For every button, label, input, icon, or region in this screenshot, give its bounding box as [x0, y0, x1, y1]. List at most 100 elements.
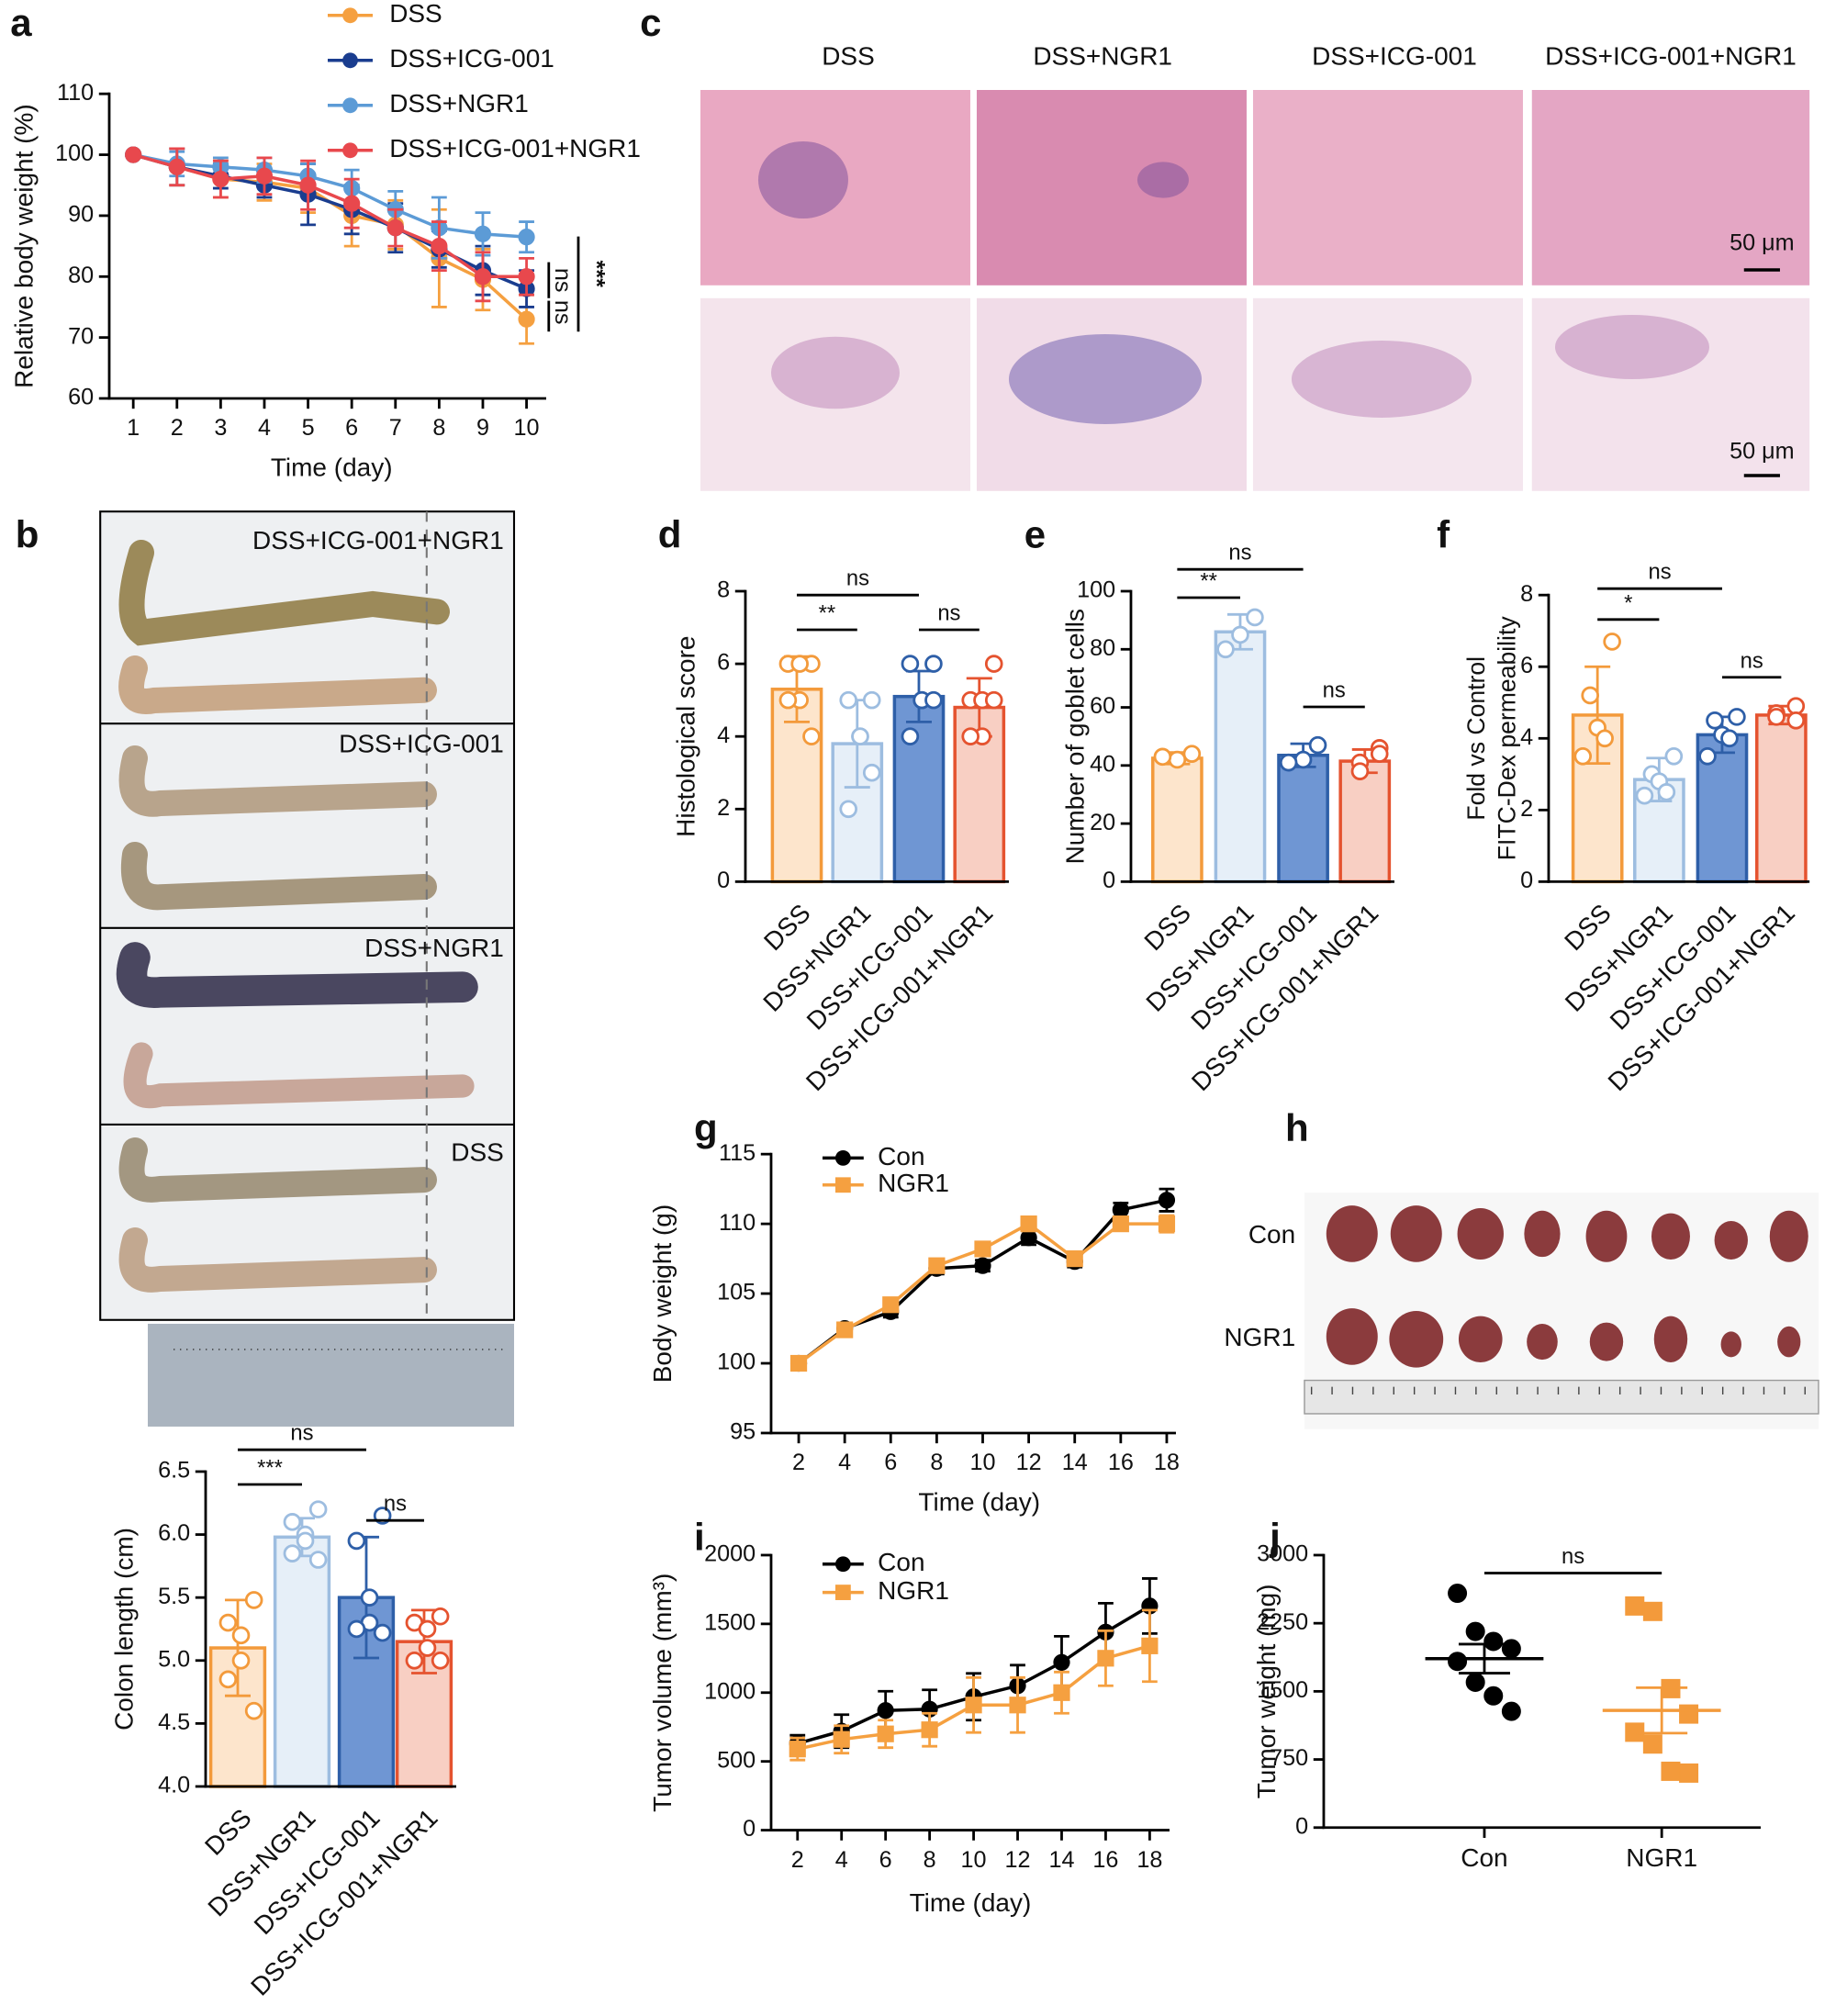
significance-label: ***	[257, 1455, 283, 1480]
marker	[212, 171, 230, 188]
y-tick-label: 4.0	[158, 1773, 190, 1798]
legend-marker	[834, 1177, 851, 1193]
marker	[518, 229, 535, 246]
legend-label: DSS	[389, 0, 442, 28]
significance-label: ns	[290, 1421, 313, 1446]
marker	[218, 1670, 238, 1689]
marker	[1595, 729, 1614, 748]
marker	[877, 1702, 894, 1719]
series-line	[132, 152, 528, 321]
significance-label: ns	[550, 268, 576, 293]
marker	[1483, 1631, 1504, 1652]
y-tick-label: 1500	[1257, 1677, 1308, 1703]
marker	[851, 727, 869, 745]
marker	[1020, 1229, 1037, 1247]
marker	[1581, 686, 1599, 705]
series-line	[132, 152, 527, 279]
x-tick-label: 18	[1154, 1450, 1180, 1475]
y-tick-label: 2	[1520, 796, 1533, 822]
marker	[928, 1257, 946, 1274]
y-tick-label: 2250	[1257, 1609, 1308, 1635]
scale-bar-label: 50 μm	[1730, 230, 1795, 256]
bar	[1755, 713, 1808, 884]
marker	[418, 1619, 437, 1639]
panel-label: h	[1285, 1106, 1309, 1149]
marker	[231, 1626, 251, 1645]
marker	[125, 146, 142, 163]
marker	[877, 1725, 894, 1742]
marker	[833, 1730, 850, 1748]
significance-label: ns	[550, 300, 576, 325]
marker	[308, 1551, 328, 1569]
marker	[1698, 746, 1717, 766]
marker	[789, 1741, 806, 1758]
marker	[1706, 711, 1724, 730]
y-tick-label: 0	[1103, 868, 1115, 893]
x-tick-label: DSS	[199, 1803, 257, 1861]
bar	[1338, 759, 1392, 884]
y-tick-label: 4.5	[158, 1709, 190, 1735]
panel-label: j	[1269, 1515, 1281, 1558]
marker	[1448, 1652, 1468, 1672]
marker	[299, 176, 317, 194]
marker	[244, 1701, 263, 1720]
series-line	[132, 152, 527, 239]
marker	[231, 1651, 251, 1670]
marker	[244, 1591, 263, 1609]
x-tick-label: 2	[792, 1450, 805, 1475]
marker	[836, 1321, 854, 1338]
y-tick-label: 4	[1520, 724, 1533, 750]
error-bar	[1458, 1642, 1510, 1674]
y-tick-label: 750	[1270, 1745, 1308, 1771]
marker	[1112, 1215, 1129, 1233]
marker	[984, 655, 1003, 673]
image-label: DSS+ICG-001	[339, 729, 504, 757]
marker	[1153, 747, 1172, 767]
marker	[1097, 1650, 1114, 1667]
marker	[431, 1651, 450, 1670]
x-tick-label: 1	[127, 415, 140, 441]
legend-marker	[342, 142, 358, 159]
marker	[1350, 762, 1370, 780]
x-tick-label: 8	[930, 1450, 943, 1475]
marker	[1182, 745, 1202, 763]
marker	[965, 1697, 982, 1714]
x-tick-label: 12	[1016, 1450, 1042, 1475]
scale-bar-label: 50 μm	[1730, 438, 1795, 464]
significance-label: **	[1200, 568, 1217, 593]
y-tick-label: 2	[717, 795, 730, 821]
marker	[518, 268, 535, 286]
marker	[1603, 633, 1621, 651]
marker	[862, 690, 881, 710]
marker	[283, 1544, 302, 1562]
marker	[1720, 729, 1739, 748]
marker	[1158, 1192, 1176, 1209]
x-tick-label: 16	[1092, 1847, 1118, 1873]
marker	[789, 1354, 808, 1372]
y-tick-label: 105	[717, 1280, 756, 1305]
y-tick-label: 3000	[1257, 1541, 1308, 1567]
x-axis-label: Time (day)	[910, 1888, 1032, 1917]
y-tick-label: 110	[57, 80, 94, 106]
marker	[168, 158, 185, 175]
error-bar	[1636, 1686, 1688, 1735]
y-tick-label: 6.0	[158, 1520, 190, 1546]
x-tick-label: 4	[258, 415, 271, 441]
column-label: DSS+ICG-001	[1312, 41, 1477, 70]
marker	[1053, 1684, 1070, 1701]
y-axis-label: Tumor weight (mg)	[1252, 1584, 1281, 1798]
y-tick-label: 80	[68, 263, 94, 288]
y-axis-label: Number of goblet cells	[1061, 609, 1090, 864]
marker	[1679, 1763, 1699, 1783]
panel-label: a	[10, 1, 32, 44]
marker	[1009, 1697, 1026, 1714]
marker	[1279, 753, 1298, 772]
colon-photo	[99, 510, 516, 1427]
y-tick-label: 500	[717, 1747, 756, 1773]
y-tick-label: 1500	[704, 1610, 756, 1636]
marker	[474, 268, 492, 286]
x-tick-label: 5	[302, 415, 315, 441]
significance-label: ***	[584, 260, 610, 287]
x-tick-label: 12	[1005, 1847, 1031, 1873]
image-label: DSS	[451, 1138, 504, 1167]
